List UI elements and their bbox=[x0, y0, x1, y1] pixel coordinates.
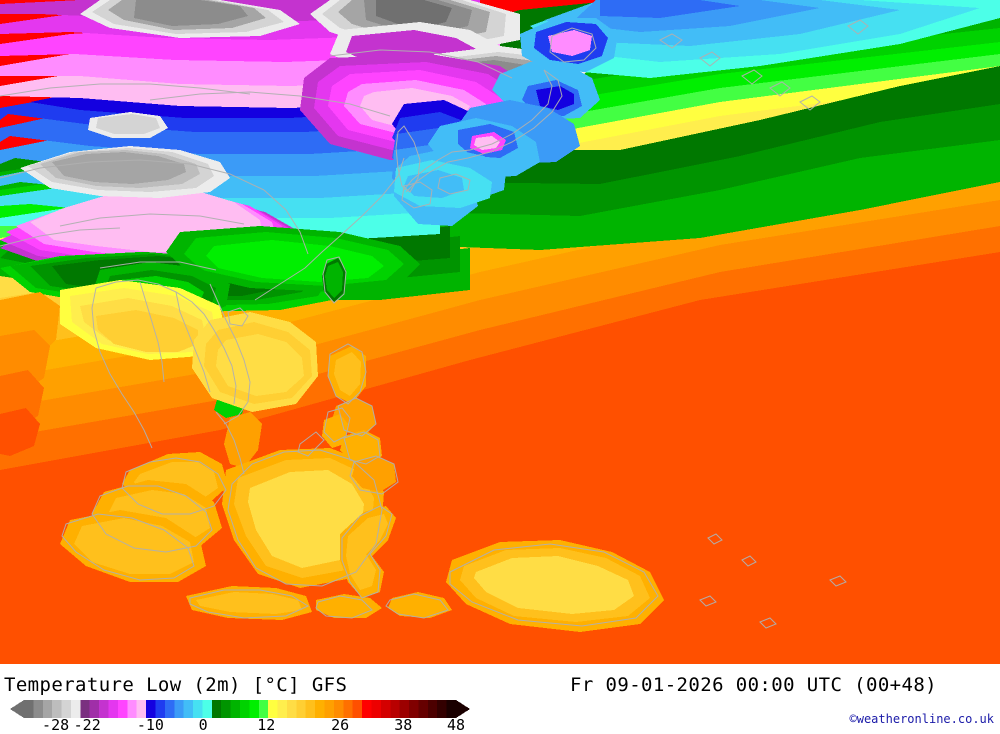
colorbar-tick: 0 bbox=[198, 716, 208, 734]
colorbar-swatch bbox=[380, 700, 391, 718]
map-canvas bbox=[0, 0, 1000, 664]
colorbar-swatch bbox=[89, 700, 100, 718]
colorbar-swatch bbox=[99, 700, 110, 718]
colorbar-swatch bbox=[202, 700, 213, 718]
colorbar-swatch bbox=[146, 700, 157, 718]
colorbar-swatch bbox=[324, 700, 335, 718]
colorbar-swatch bbox=[371, 700, 382, 718]
colorbar-swatch bbox=[127, 700, 138, 718]
colorbar-swatch bbox=[174, 700, 185, 718]
colorbar-swatches bbox=[10, 700, 470, 718]
colorbar-swatch bbox=[296, 700, 307, 718]
colorbar-swatch bbox=[240, 700, 250, 718]
colorbar-swatch bbox=[343, 700, 354, 718]
page-title: Temperature Low (2m) [°C] GFS bbox=[4, 674, 348, 696]
colorbar-swatch bbox=[117, 700, 128, 718]
colorbar-swatch bbox=[277, 700, 288, 718]
colorbar-swatch bbox=[249, 700, 260, 718]
colorbar-swatch bbox=[446, 700, 457, 718]
colorbar-swatch bbox=[286, 700, 297, 718]
temperature-map[interactable] bbox=[0, 0, 1000, 664]
colorbar-high-arrow bbox=[456, 700, 470, 718]
colorbar-low-arrow bbox=[10, 700, 24, 718]
colorbar-swatch bbox=[390, 700, 401, 718]
colorbar-tick: -28 bbox=[42, 716, 70, 734]
colorbar-swatch bbox=[230, 700, 241, 718]
colorbar-swatch bbox=[108, 700, 119, 718]
colorbar-swatch bbox=[61, 700, 72, 718]
coastlines-layer bbox=[0, 19, 869, 629]
colorbar-swatch bbox=[164, 700, 175, 718]
colorbar-swatch bbox=[409, 700, 420, 718]
colorbar-swatch bbox=[70, 700, 81, 718]
colorbar-swatch bbox=[193, 700, 204, 718]
colorbar-tick: -10 bbox=[136, 716, 164, 734]
colorbar-tick: 26 bbox=[331, 716, 350, 734]
colorbar-tick-labels: -28 -22 -10 0 12 26 38 48 bbox=[0, 716, 490, 734]
colorbar-swatch bbox=[211, 700, 222, 718]
colorbar-swatch bbox=[333, 700, 344, 718]
colorbar-swatch bbox=[136, 700, 147, 718]
forecast-valid-time: Fr 09-01-2026 00:00 UTC (00+48) bbox=[570, 674, 938, 696]
colorbar-swatch bbox=[418, 700, 429, 718]
copyright-credit: ©weatheronline.co.uk bbox=[849, 712, 995, 726]
colorbar-swatch bbox=[183, 700, 194, 718]
temperature-colorbar[interactable] bbox=[0, 700, 480, 718]
colorbar-swatch bbox=[268, 700, 279, 718]
colorbar-swatch bbox=[155, 700, 166, 718]
colorbar-swatch bbox=[52, 700, 63, 718]
colorbar-swatch bbox=[352, 700, 363, 718]
colorbar-swatch bbox=[258, 700, 269, 718]
colorbar-swatch bbox=[399, 700, 410, 718]
colorbar-swatch bbox=[362, 700, 373, 718]
colorbar-swatch bbox=[80, 700, 91, 718]
colorbar-swatch bbox=[437, 700, 448, 718]
colorbar-swatch bbox=[221, 700, 232, 718]
map-footer: Temperature Low (2m) [°C] GFS Fr 09-01-2… bbox=[0, 664, 1000, 734]
colorbar-swatch bbox=[42, 700, 53, 718]
colorbar-swatch bbox=[24, 700, 34, 718]
colorbar-tick: 38 bbox=[394, 716, 413, 734]
colorbar-swatch bbox=[33, 700, 44, 718]
colorbar-swatch bbox=[305, 700, 316, 718]
colorbar-swatch bbox=[427, 700, 438, 718]
colorbar-swatch bbox=[315, 700, 326, 718]
colorbar-tick: -22 bbox=[73, 716, 101, 734]
colorbar-tick: 48 bbox=[446, 716, 466, 734]
colorbar-tick: 12 bbox=[257, 716, 276, 734]
